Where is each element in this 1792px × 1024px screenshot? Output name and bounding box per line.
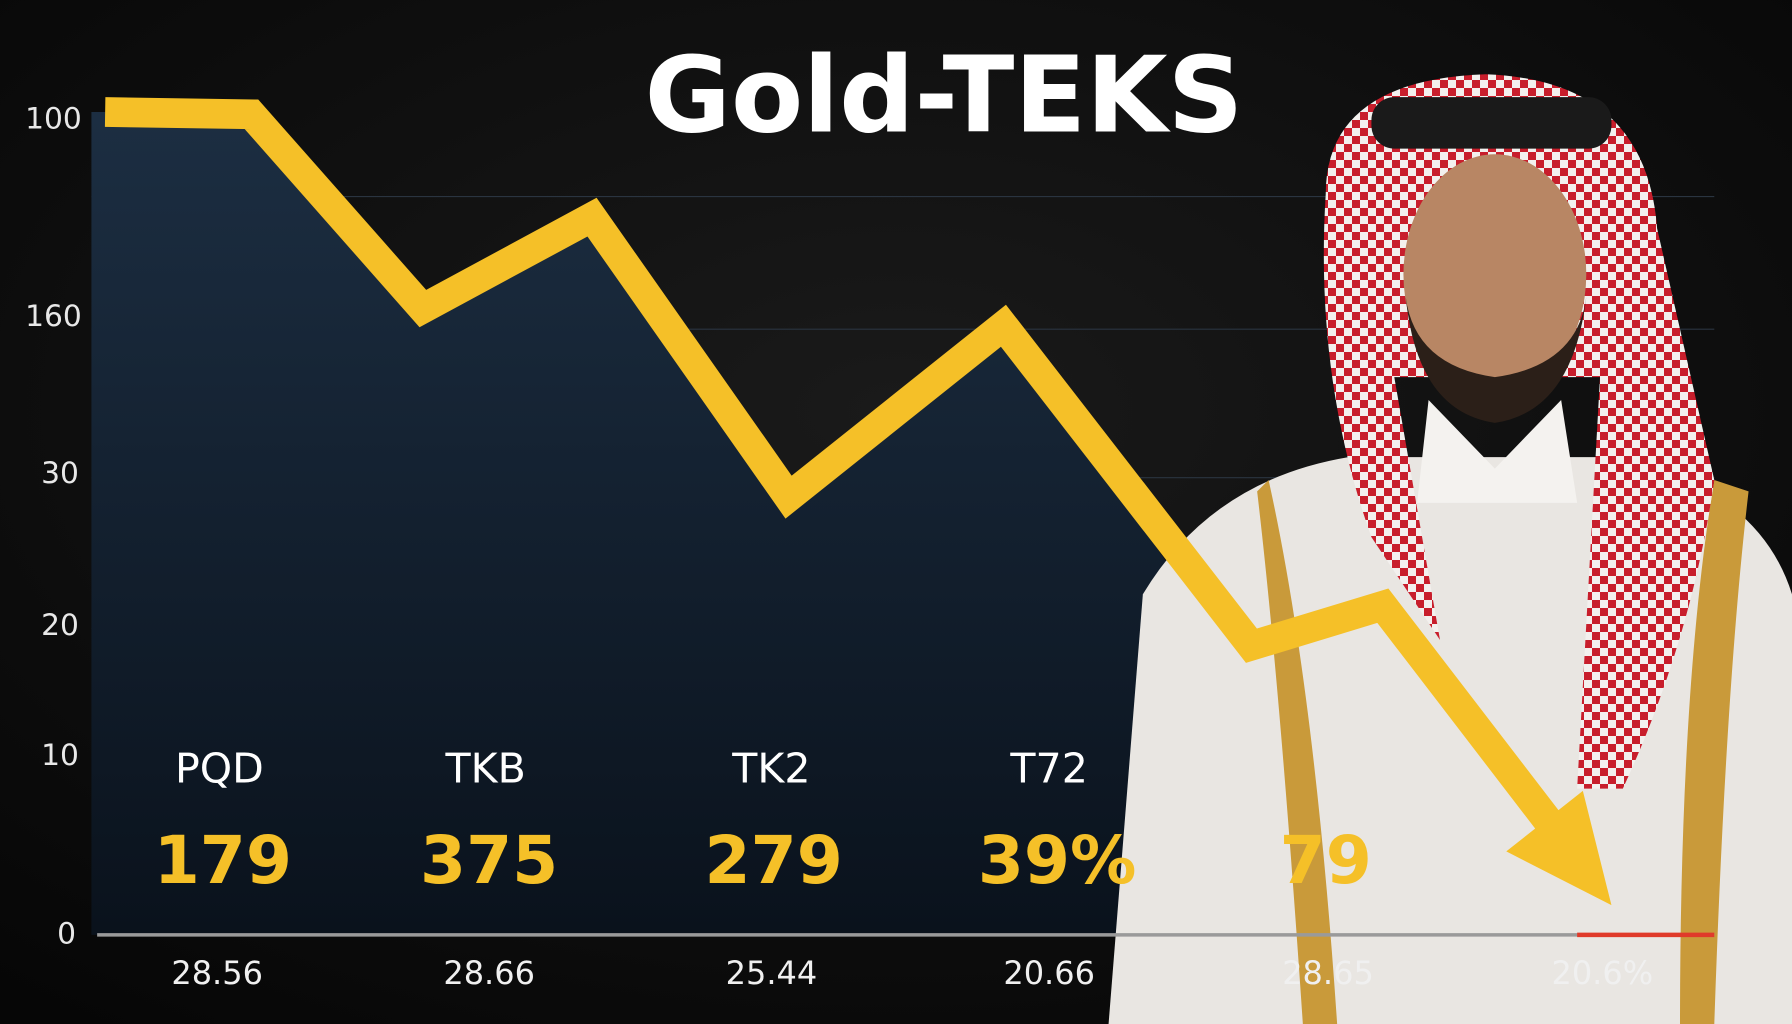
arrow-head	[1506, 790, 1612, 906]
bottom-label: 20.66	[1003, 954, 1095, 992]
stat-label: PQD	[175, 744, 264, 792]
title: Gold-TEKS	[645, 34, 1244, 157]
axis-label: 30	[41, 456, 79, 491]
axis-label: 10	[41, 738, 79, 773]
stat-value: 39%	[978, 821, 1137, 899]
axis-label: 20	[41, 608, 79, 643]
axis-label: 100	[25, 102, 82, 137]
stat-value: 375	[420, 821, 558, 899]
axis-label: 160	[25, 299, 82, 334]
stat-value: 179	[154, 821, 292, 899]
person	[1108, 74, 1792, 1024]
bottom-label: 28.56	[171, 954, 263, 992]
stat-value: 79	[1280, 821, 1372, 899]
axis-label: 0	[57, 916, 76, 951]
bottom-label: 20.6%	[1551, 954, 1653, 992]
stat-label: TKB	[445, 744, 526, 792]
stat-label: T72	[1009, 744, 1087, 792]
bottom-label: 28.66	[443, 954, 535, 992]
stat-label: TK2	[731, 744, 810, 792]
bottom-label: 25.44	[726, 954, 818, 992]
bottom-label: 28.65	[1282, 954, 1374, 992]
area	[91, 112, 1189, 935]
stat-value: 279	[705, 821, 843, 899]
trend-line	[104, 97, 1584, 861]
